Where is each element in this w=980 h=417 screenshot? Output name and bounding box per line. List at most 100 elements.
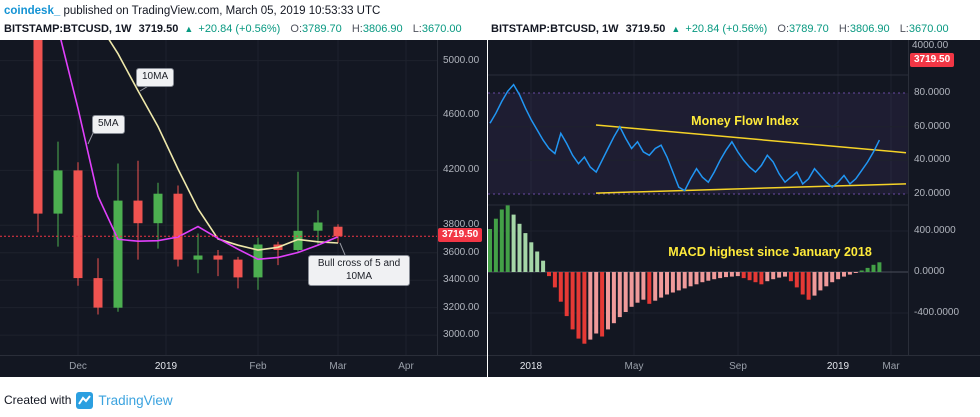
macd-axis-label: 0.0000 bbox=[914, 266, 945, 277]
low-label-right: L: bbox=[899, 23, 909, 35]
macd-bar bbox=[594, 272, 599, 334]
macd-bar bbox=[670, 272, 675, 293]
time-axis-label: 2019 bbox=[826, 361, 850, 372]
high-value: 3806.90 bbox=[362, 23, 403, 35]
high-value-right: 3806.90 bbox=[849, 23, 890, 35]
mfi-trendline bbox=[595, 124, 907, 154]
current-price-badge-right: 3719.50 bbox=[910, 53, 955, 67]
ma10-line bbox=[108, 40, 339, 251]
macd-bar bbox=[759, 272, 764, 285]
macd-bar bbox=[588, 272, 593, 340]
low-value-right: 3670.00 bbox=[908, 23, 949, 35]
macd-annotation-label[interactable]: MACD highest since January 2018 bbox=[668, 245, 872, 259]
macd-bar bbox=[535, 251, 540, 272]
indicator-plot[interactable] bbox=[488, 40, 908, 355]
macd-bar bbox=[570, 272, 575, 330]
tradingview-wordmark[interactable]: TradingView bbox=[98, 392, 173, 408]
macd-bar bbox=[712, 272, 717, 280]
macd-bar bbox=[576, 272, 581, 339]
macd-bar bbox=[735, 272, 740, 277]
macd-bar bbox=[653, 272, 658, 301]
up-arrow-icon: ▲ bbox=[184, 24, 194, 34]
price-axis-label-partial: 4000.00 bbox=[912, 40, 949, 51]
open-label-right: O: bbox=[777, 23, 790, 35]
ma5-line bbox=[60, 40, 339, 261]
mfi-trendline bbox=[595, 183, 907, 194]
macd-bar bbox=[541, 260, 546, 272]
macd-bar bbox=[617, 272, 622, 318]
created-with-text: Created with bbox=[4, 393, 72, 407]
byline-author-link[interactable]: coindesk_ bbox=[4, 5, 61, 17]
symbol-name: BITSTAMP:BTCUSD, 1W bbox=[4, 23, 132, 35]
time-axis-right[interactable]: 2018 May Sep 2019 Mar bbox=[488, 355, 980, 378]
macd-bar bbox=[871, 264, 876, 272]
macd-bar bbox=[529, 242, 534, 272]
time-axis-label: Feb bbox=[249, 361, 267, 372]
time-axis-label: 2018 bbox=[519, 361, 543, 372]
price-axis[interactable]: 5000.00 4600.00 4200.00 3800.00 3600.00 3400.… bbox=[437, 40, 488, 355]
macd-bar bbox=[818, 272, 823, 291]
last-price-right: 3719.50 bbox=[625, 23, 666, 35]
low-label: L: bbox=[412, 23, 422, 35]
price-axis-label: 5000.00 bbox=[443, 54, 480, 66]
open-value-right: 3789.70 bbox=[789, 23, 829, 35]
open-value: 3789.70 bbox=[302, 23, 342, 35]
candle-body bbox=[133, 200, 143, 224]
macd-bar bbox=[877, 262, 882, 272]
symbol-header-right: BITSTAMP:BTCUSD, 1W 3719.50 ▲ +20.84 (+0… bbox=[491, 23, 980, 35]
candle-body bbox=[153, 193, 163, 224]
up-arrow-icon: ▲ bbox=[671, 24, 681, 34]
candle-body bbox=[33, 40, 43, 214]
time-axis-label: Sep bbox=[729, 361, 747, 372]
mfi-axis-label: 80.0000 bbox=[914, 87, 951, 98]
symbol-name-right: BITSTAMP:BTCUSD, 1W bbox=[491, 23, 619, 35]
mfi-axis-label: 40.0000 bbox=[914, 154, 951, 166]
low-value: 3670.00 bbox=[421, 23, 462, 35]
macd-bar bbox=[547, 272, 551, 277]
chart-annotation[interactable]: 10MA bbox=[136, 68, 175, 87]
price-chart-plot[interactable] bbox=[0, 40, 437, 355]
macd-bar bbox=[859, 270, 864, 272]
macd-bar bbox=[729, 272, 734, 277]
footer: Created with TradingView bbox=[4, 389, 173, 411]
indicator-axis[interactable]: 80.0000 60.0000 40.0000 20.0000 400.0000 0.00… bbox=[908, 40, 980, 355]
chart-annotation[interactable]: Bull cross of 5 and 10MA bbox=[308, 255, 410, 286]
macd-bar bbox=[724, 272, 728, 278]
time-axis-label: 2019 bbox=[154, 361, 178, 372]
mfi-band bbox=[488, 93, 908, 194]
indicator-panel[interactable]: 80.0000 60.0000 40.0000 20.0000 400.0000 0.00… bbox=[488, 40, 980, 377]
macd-bar bbox=[611, 272, 616, 324]
last-price: 3719.50 bbox=[138, 23, 179, 35]
candle-body bbox=[53, 170, 63, 214]
macd-bar bbox=[505, 205, 510, 272]
price-change: +20.84 (+0.56%) bbox=[198, 23, 281, 35]
candle-body bbox=[193, 255, 203, 260]
candle-body bbox=[253, 244, 263, 278]
macd-bar bbox=[824, 272, 829, 287]
macd-bar bbox=[523, 233, 528, 272]
macd-bar bbox=[800, 272, 805, 295]
time-axis-left[interactable]: Dec 2019 Feb Mar Apr bbox=[0, 355, 487, 378]
macd-bar bbox=[806, 272, 811, 300]
macd-bar bbox=[771, 272, 776, 280]
macd-bar bbox=[718, 272, 723, 279]
macd-bar bbox=[836, 272, 841, 280]
high-label-right: H: bbox=[838, 23, 850, 35]
current-price-badge: 3719.50 bbox=[438, 228, 483, 243]
price-chart-panel[interactable]: 5000.00 4600.00 4200.00 3800.00 3600.00 3400.… bbox=[0, 40, 487, 377]
price-axis-label: 3000.00 bbox=[443, 329, 480, 341]
chart-annotation[interactable]: 5MA bbox=[92, 115, 125, 134]
candle-body bbox=[233, 259, 243, 278]
price-axis-label: 3600.00 bbox=[443, 246, 480, 258]
macd-axis-label: -400.0000 bbox=[914, 306, 960, 318]
price-axis-label: 4200.00 bbox=[443, 164, 480, 176]
mfi-axis-label: 20.0000 bbox=[914, 187, 951, 199]
macd-bar bbox=[812, 272, 817, 296]
macd-bar bbox=[635, 272, 640, 303]
macd-bar bbox=[493, 218, 498, 272]
mfi-annotation-label[interactable]: Money Flow Index bbox=[691, 114, 799, 128]
time-axis-label: Mar bbox=[329, 361, 347, 372]
symbol-header-left: BITSTAMP:BTCUSD, 1W 3719.50 ▲ +20.84 (+0… bbox=[4, 23, 486, 35]
tradingview-logo-icon[interactable] bbox=[76, 391, 94, 409]
